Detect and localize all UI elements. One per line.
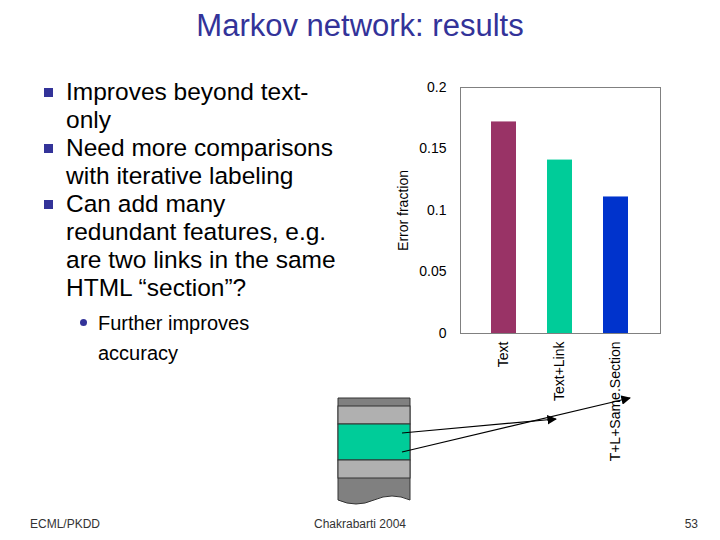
html-text:Can add many redundant feature: Can add many redundant features, e.g. ar… bbox=[66, 190, 336, 301]
svg-text:Text: Text bbox=[495, 341, 511, 367]
html-text:Improves beyond text-only: Improves beyond text-only bbox=[66, 78, 309, 133]
html-text:Chakrabarti 2004: Chakrabarti 2004 bbox=[314, 517, 406, 531]
svg-text:0: 0 bbox=[439, 325, 447, 341]
svg-text:0.1: 0.1 bbox=[427, 202, 447, 218]
svg-text:T+L+Same.Section: T+L+Same.Section bbox=[607, 342, 623, 462]
svg-text:0.05: 0.05 bbox=[419, 263, 446, 279]
svg-text:Text+Link: Text+Link bbox=[551, 341, 567, 402]
svg-text:0.15: 0.15 bbox=[419, 140, 446, 156]
html-text:Markov network: results: Markov network: results bbox=[196, 8, 524, 43]
svg-text:Error fraction: Error fraction bbox=[395, 170, 411, 251]
html-text:53: 53 bbox=[684, 517, 698, 531]
html-text:Need more comparisons with ite: Need more comparisons with iterative lab… bbox=[66, 134, 333, 189]
html-text:ECML/PKDD: ECML/PKDD bbox=[30, 517, 100, 531]
html-text:Further improves accuracy: Further improves accuracy bbox=[98, 312, 250, 364]
svg-text:0.2: 0.2 bbox=[427, 79, 447, 95]
